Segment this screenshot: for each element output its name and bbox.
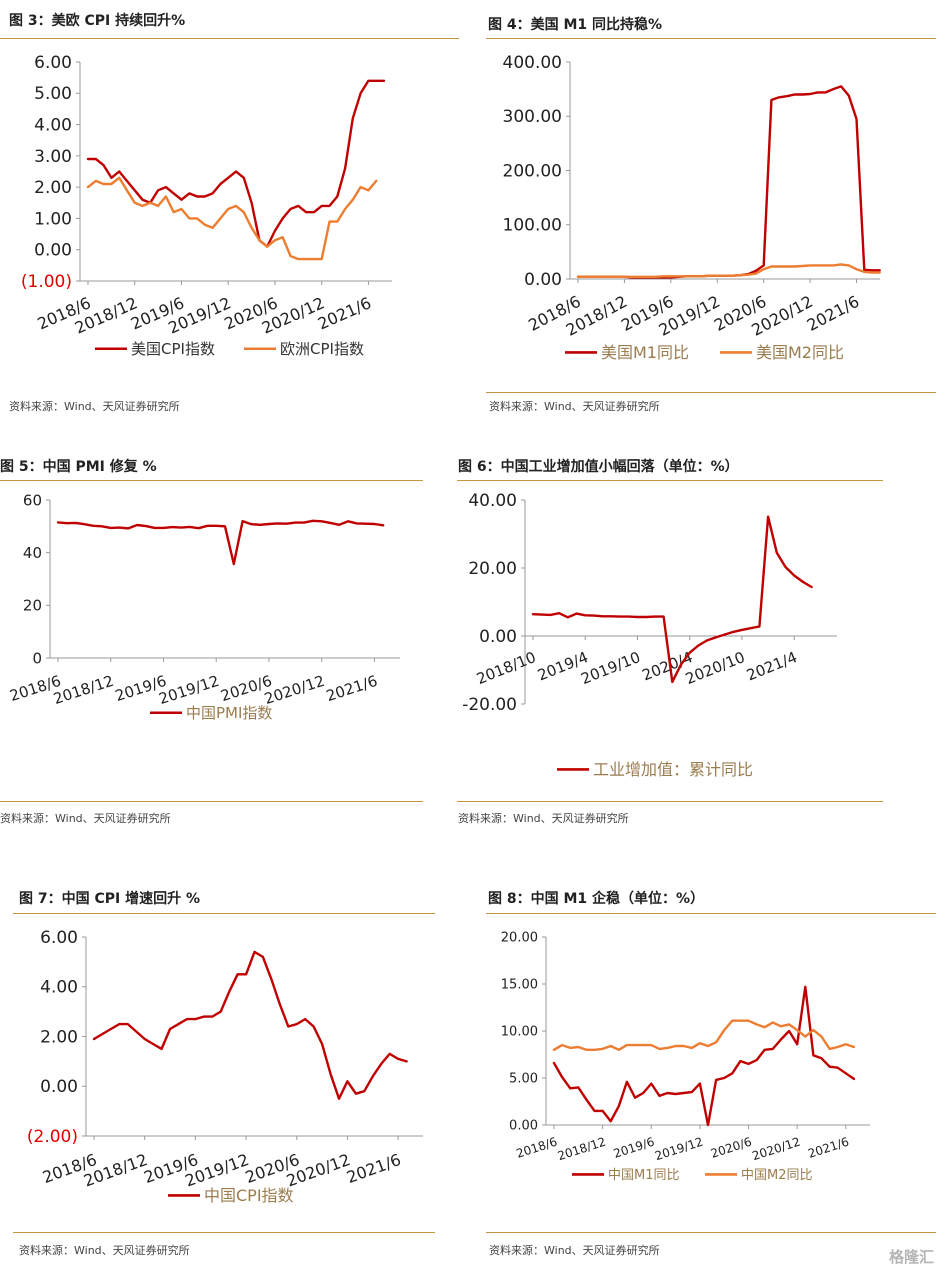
chart-bottom-rule-5	[0, 801, 423, 802]
y-tick-label: 400.00	[503, 53, 562, 73]
y-tick-label: 4.00	[34, 116, 72, 136]
series-line-1	[86, 79, 386, 248]
y-tick-label: 100.00	[503, 216, 562, 236]
y-tick-label: 0.00	[34, 241, 72, 261]
y-tick-label: 15.00	[501, 978, 538, 993]
y-tick-label: 5.00	[34, 84, 72, 104]
legend-label-2: 欧洲CPI指数	[280, 340, 364, 358]
x-tick-label: 2020/6	[709, 1135, 753, 1161]
legend-label-1: 中国M1同比	[608, 1168, 680, 1183]
us-m1-m2-chart: 400.00300.00200.00100.000.002018/62018/1…	[503, 53, 881, 362]
y-tick-label: 40	[23, 544, 42, 562]
chart-title-4: 图 4：美国 M1 同比持稳%	[488, 17, 663, 33]
china-pmi-chart: 60402002018/62018/122019/62019/122020/62…	[7, 491, 400, 722]
chart-title-3: 图 3：美欧 CPI 持续回升%	[9, 13, 186, 29]
y-tick-label: 6.00	[40, 928, 78, 948]
y-tick-label: 3.00	[34, 147, 72, 167]
title-rule-5	[0, 480, 423, 481]
y-tick-label: 2.00	[34, 178, 72, 198]
chart-title-5: 图 5：中国 PMI 修复 %	[0, 459, 157, 475]
x-tick-label: 2018/6	[514, 1135, 558, 1161]
series-line-2	[576, 263, 881, 279]
y-tick-label: (1.00)	[21, 272, 72, 292]
y-tick-label: 60	[23, 491, 42, 509]
series-line-1	[56, 519, 385, 566]
x-tick-label: 2021/6	[324, 672, 380, 705]
y-tick-label: 2.00	[40, 1027, 78, 1047]
source-note-8: 资料来源：Wind、天风证券研究所	[489, 1244, 660, 1257]
source-note-3: 资料来源：Wind、天风证券研究所	[9, 400, 180, 413]
x-tick-label: 2018/12	[556, 1135, 608, 1164]
source-note-5: 资料来源：Wind、天风证券研究所	[0, 812, 171, 825]
title-rule-7	[13, 913, 435, 914]
chart-bottom-rule-4	[486, 392, 936, 393]
y-tick-label: 0.00	[524, 270, 562, 290]
y-tick-label: -20.00	[462, 695, 517, 715]
title-rule-6	[457, 480, 883, 481]
series-line-1	[92, 950, 408, 1100]
chart-title-7: 图 7：中国 CPI 增速回升 %	[19, 891, 201, 907]
legend-label-2: 美国M2同比	[756, 343, 844, 362]
y-tick-label: 6.00	[34, 53, 72, 73]
x-tick-label: 2021/4	[744, 648, 800, 684]
watermark-logo: 格隆汇	[888, 1248, 934, 1266]
title-rule-4	[486, 38, 936, 39]
y-tick-label: 5.00	[509, 1072, 538, 1087]
chart-bottom-rule-6	[457, 801, 883, 802]
y-tick-label: 10.00	[501, 1025, 538, 1040]
y-tick-label: 200.00	[503, 161, 562, 181]
x-tick-label: 2021/6	[344, 1150, 403, 1187]
x-tick-label: 2021/6	[806, 1135, 850, 1161]
y-tick-label: (2.00)	[27, 1127, 78, 1147]
y-tick-label: 0	[32, 649, 42, 667]
x-tick-label: 2019/10	[578, 648, 643, 688]
x-tick-label: 2020/10	[683, 648, 748, 688]
source-note-7: 资料来源：Wind、天风证券研究所	[19, 1244, 190, 1257]
x-tick-label: 2018/10	[474, 648, 539, 688]
y-tick-label: 1.00	[34, 209, 72, 229]
chart-bottom-rule-7	[13, 1232, 435, 1233]
legend-label-1: 中国PMI指数	[186, 704, 272, 722]
series-line-1	[552, 985, 856, 1127]
chart-title-8: 图 8：中国 M1 企稳（单位：%）	[488, 891, 705, 907]
source-note-4: 资料来源：Wind、天风证券研究所	[489, 400, 660, 413]
x-tick-label: 2020/12	[262, 672, 327, 708]
china-industrial-output-chart: 40.0020.000.00-20.002018/102019/42019/10…	[462, 491, 837, 779]
source-note-6: 资料来源：Wind、天风证券研究所	[458, 812, 629, 825]
y-tick-label: 20	[23, 597, 42, 615]
x-tick-label: 2019/6	[612, 1135, 656, 1161]
legend-label-1: 中国CPI指数	[204, 1186, 294, 1205]
x-tick-label: 2019/12	[653, 1135, 705, 1164]
legend-label-1: 美国CPI指数	[131, 340, 215, 358]
series-line-2	[86, 176, 378, 261]
x-tick-label: 2018/12	[51, 672, 116, 708]
x-tick-label: 2021/6	[804, 292, 863, 335]
y-tick-label: 40.00	[468, 491, 517, 511]
series-line-1	[531, 515, 813, 684]
chart-title-6: 图 6：中国工业增加值小幅回落（单位：%）	[458, 459, 739, 475]
y-tick-label: 300.00	[503, 107, 562, 127]
cpi-us-eu-chart: 6.005.004.003.002.001.000.00(1.00)2018/6…	[21, 53, 392, 358]
china-cpi-chart: 6.004.002.000.00(2.00)2018/62018/122019/…	[27, 928, 423, 1205]
y-tick-label: 4.00	[40, 978, 78, 998]
y-tick-label: 20.00	[501, 931, 538, 946]
legend-label-2: 中国M2同比	[741, 1168, 813, 1183]
x-tick-label: 2019/12	[157, 672, 222, 708]
y-tick-label: 20.00	[468, 559, 517, 579]
y-tick-label: 0.00	[509, 1119, 538, 1134]
series-line-1	[576, 85, 881, 279]
legend-label-1: 美国M1同比	[601, 343, 689, 362]
y-tick-label: 0.00	[479, 627, 517, 647]
title-rule-8	[486, 913, 936, 914]
title-rule-3	[0, 38, 459, 39]
x-tick-label: 2021/6	[315, 293, 374, 333]
legend-label-1: 工业增加值：累计同比	[593, 760, 753, 779]
y-tick-label: 0.00	[40, 1077, 78, 1097]
x-tick-label: 2020/12	[750, 1135, 802, 1164]
series-line-2	[552, 1019, 856, 1052]
chart-bottom-rule-8	[486, 1232, 936, 1233]
